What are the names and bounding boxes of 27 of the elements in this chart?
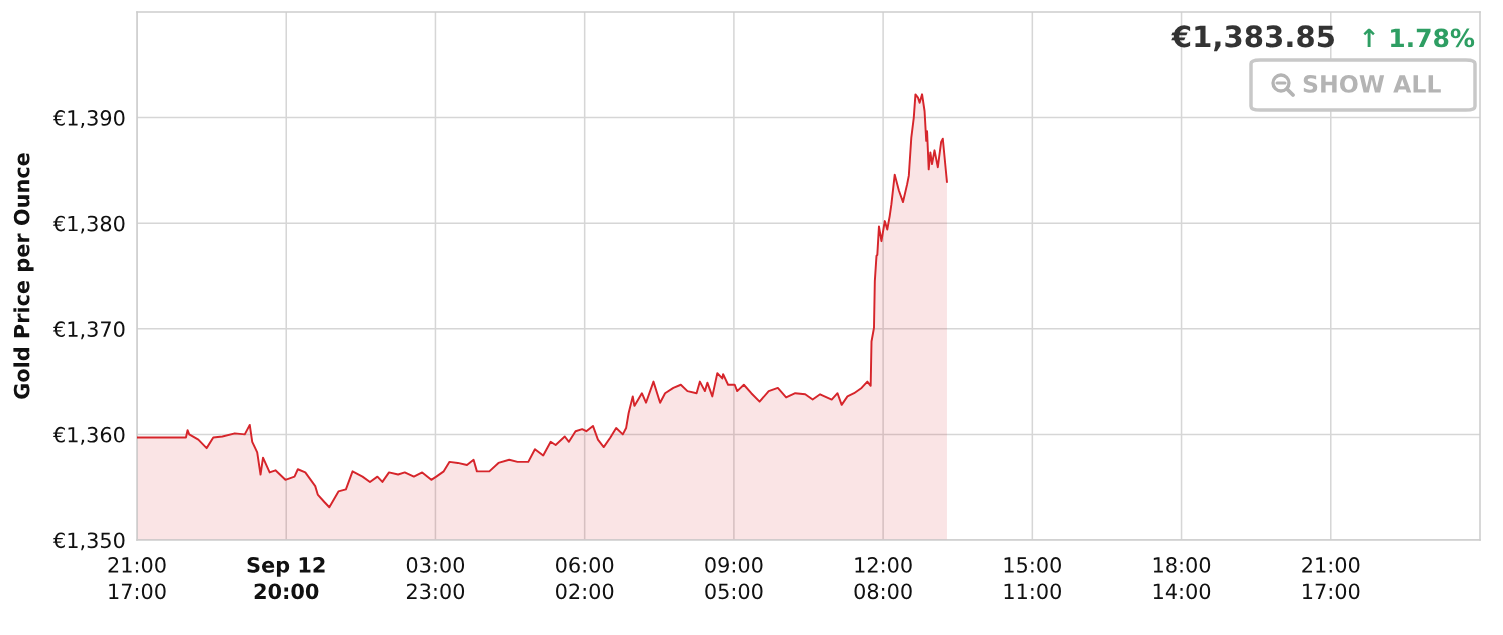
- x2-tick-label: 02:00: [556, 583, 614, 600]
- x-tick-label: 06:00: [556, 557, 614, 573]
- y-tick-label: €1,390: [52, 110, 125, 128]
- x2-tick-label: 14:00: [1153, 583, 1211, 600]
- x-tick-label: 21:00: [1302, 557, 1360, 573]
- x-tick-label: 03:00: [406, 557, 465, 573]
- annotation: SHOW ALL: [1303, 74, 1441, 93]
- y-tick-label: €1,350: [52, 532, 125, 551]
- x2-tick-label: 08:00: [854, 583, 912, 600]
- x-tick-label: 09:00: [705, 557, 763, 573]
- x-tick-label: 12:00: [855, 557, 912, 573]
- x2-tick-label: 17:00: [109, 583, 166, 600]
- x-tick-label: 21:00: [108, 557, 166, 573]
- annotation: ↑ 1.78%: [1363, 28, 1475, 48]
- y-tick-label: €1,370: [52, 321, 125, 340]
- y-tick-label: €1,360: [52, 426, 125, 445]
- x2-tick-label: 11:00: [1004, 583, 1061, 600]
- x2-tick-label: 23:00: [406, 583, 465, 600]
- x2-tick-label: 20:00: [254, 583, 319, 600]
- y-tick-label: €1,380: [52, 215, 125, 234]
- y-axis-title: Gold Price per Ounce: [13, 153, 34, 399]
- x2-tick-label: 17:00: [1303, 583, 1360, 600]
- x-tick-label: Sep 12: [247, 557, 325, 577]
- annotation: €1,383.85: [1171, 25, 1334, 52]
- x2-tick-label: 05:00: [705, 583, 763, 600]
- x-tick-label: 18:00: [1153, 557, 1211, 573]
- x-tick-label: 15:00: [1004, 557, 1061, 573]
